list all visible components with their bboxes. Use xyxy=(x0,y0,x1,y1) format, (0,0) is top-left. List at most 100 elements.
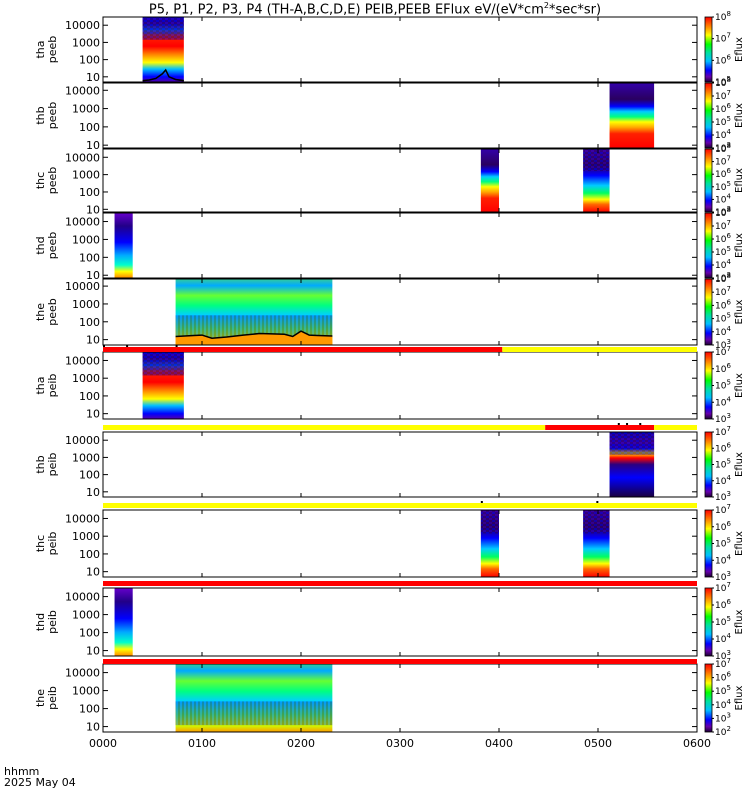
colorbar-tick-label: 108 xyxy=(715,10,731,23)
x-tick-label: 0100 xyxy=(188,737,216,750)
colorbar-label: Eflux xyxy=(734,299,745,324)
y-tick-label: 10000 xyxy=(65,151,100,164)
x-tick-label: 0400 xyxy=(485,737,513,750)
spacecraft-potential-line xyxy=(175,330,333,339)
y-tick-label: 100 xyxy=(79,186,100,199)
colorbar-label: Eflux xyxy=(734,103,745,128)
panel-frame xyxy=(102,82,698,149)
colorbar-tick-label: 104 xyxy=(715,325,731,338)
panel-probe-label: thc xyxy=(34,172,47,189)
colorbar-label: Eflux xyxy=(734,373,745,398)
panel-frame xyxy=(102,587,698,657)
y-tick-label: 10000 xyxy=(65,512,100,525)
colorbar-tick-label: 105 xyxy=(715,684,731,697)
colorbar-tick-label: 103 xyxy=(715,412,731,425)
panel-probe-label: thb xyxy=(34,106,47,124)
colorbar-tick-label: 107 xyxy=(715,32,731,45)
y-tick-label: 1000 xyxy=(72,372,100,385)
colorbar-tick-label: 105 xyxy=(715,379,731,392)
y-tick-label: 100 xyxy=(79,703,100,716)
colorbar-tick-label: 107 xyxy=(715,503,731,516)
colorbar-tick-label: 106 xyxy=(715,53,731,66)
spectrogram-texture xyxy=(175,701,333,726)
colorbar-label: Eflux xyxy=(734,685,745,710)
spectrogram-texture xyxy=(609,432,655,455)
y-tick-label: 100 xyxy=(79,469,100,482)
status-bar-marker xyxy=(596,501,599,503)
y-tick-label: 1000 xyxy=(72,609,100,622)
status-bar-segment xyxy=(502,347,697,352)
y-tick-label: 1000 xyxy=(72,298,100,311)
y-tick-label: 10000 xyxy=(65,667,100,680)
y-tick-label: 100 xyxy=(79,54,100,67)
spectrogram-block xyxy=(114,588,133,656)
status-bar-marker xyxy=(103,345,105,347)
panel-frame xyxy=(102,351,698,420)
panel-probe-label: thd xyxy=(34,613,47,631)
colorbar-tick-label: 104 xyxy=(715,632,731,645)
status-bar-segment xyxy=(654,425,697,430)
colorbar-label: Eflux xyxy=(734,452,745,477)
colorbar-tick-label: 104 xyxy=(715,698,731,711)
colorbar-tick-label: 102 xyxy=(715,725,731,738)
y-tick-label: 1000 xyxy=(72,530,100,543)
spectrogram-block xyxy=(114,213,133,278)
spectrogram-texture xyxy=(142,352,184,376)
panel-probe-label: tha xyxy=(34,40,47,58)
colorbar-tick-label: 104 xyxy=(715,128,731,141)
status-bar-marker xyxy=(480,501,483,503)
colorbar-tick-label: 107 xyxy=(715,219,731,232)
panel-probe-label: thd xyxy=(34,236,47,254)
panel-product-label: peeb xyxy=(46,232,59,260)
y-tick-label: 10 xyxy=(86,269,100,282)
spectrogram-texture xyxy=(583,149,610,172)
panel-product-label: peeb xyxy=(46,102,59,130)
colorbar xyxy=(704,587,713,657)
panel-product-label: peeb xyxy=(46,298,59,326)
y-tick-label: 1000 xyxy=(72,169,100,182)
colorbar-tick-label: 107 xyxy=(715,425,731,438)
y-tick-label: 10000 xyxy=(65,216,100,229)
colorbar-tick-label: 106 xyxy=(715,671,731,684)
colorbar-label: Eflux xyxy=(734,609,745,634)
status-bar-marker xyxy=(175,345,178,347)
x-tick-label: 0300 xyxy=(386,737,414,750)
y-tick-label: 1000 xyxy=(72,103,100,116)
colorbar xyxy=(704,509,713,578)
colorbar xyxy=(704,663,713,733)
panel-product-label: peib xyxy=(46,610,59,634)
x-tick-label: 0600 xyxy=(683,737,711,750)
colorbar-tick-label: 103 xyxy=(715,490,731,503)
y-tick-label: 10 xyxy=(86,486,100,499)
colorbar-tick-label: 106 xyxy=(715,520,731,533)
y-tick-label: 10 xyxy=(86,408,100,421)
panel-frame xyxy=(102,16,698,83)
x-date-label: 2025 May 04 xyxy=(4,776,76,789)
y-tick-label: 1000 xyxy=(72,451,100,464)
panel-frame xyxy=(102,212,698,279)
y-tick-label: 100 xyxy=(79,390,100,403)
colorbar-tick-label: 103 xyxy=(715,711,731,724)
panel-probe-label: tha xyxy=(34,376,47,394)
panel-product-label: peeb xyxy=(46,36,59,64)
y-tick-label: 10 xyxy=(86,645,100,658)
colorbar xyxy=(704,212,713,279)
y-tick-label: 10 xyxy=(86,71,100,84)
y-tick-label: 10000 xyxy=(65,19,100,32)
colorbar-tick-label: 106 xyxy=(715,441,731,454)
colorbar-tick-label: 106 xyxy=(715,167,731,180)
panel-product-label: peib xyxy=(46,686,59,710)
panel-product-label: peib xyxy=(46,532,59,556)
status-bar-segment xyxy=(103,581,697,586)
panel-product-label: peib xyxy=(46,453,59,477)
colorbar-tick-label: 106 xyxy=(715,232,731,245)
spectrogram-texture xyxy=(175,315,333,339)
colorbar-tick-label: 105 xyxy=(715,458,731,471)
panel-probe-label: the xyxy=(34,689,47,707)
y-tick-label: 100 xyxy=(79,316,100,329)
x-unit-label: hhmm xyxy=(4,765,40,778)
colorbar-tick-label: 106 xyxy=(715,298,731,311)
panel-probe-label: thc xyxy=(34,535,47,552)
colorbar-tick-label: 106 xyxy=(715,598,731,611)
